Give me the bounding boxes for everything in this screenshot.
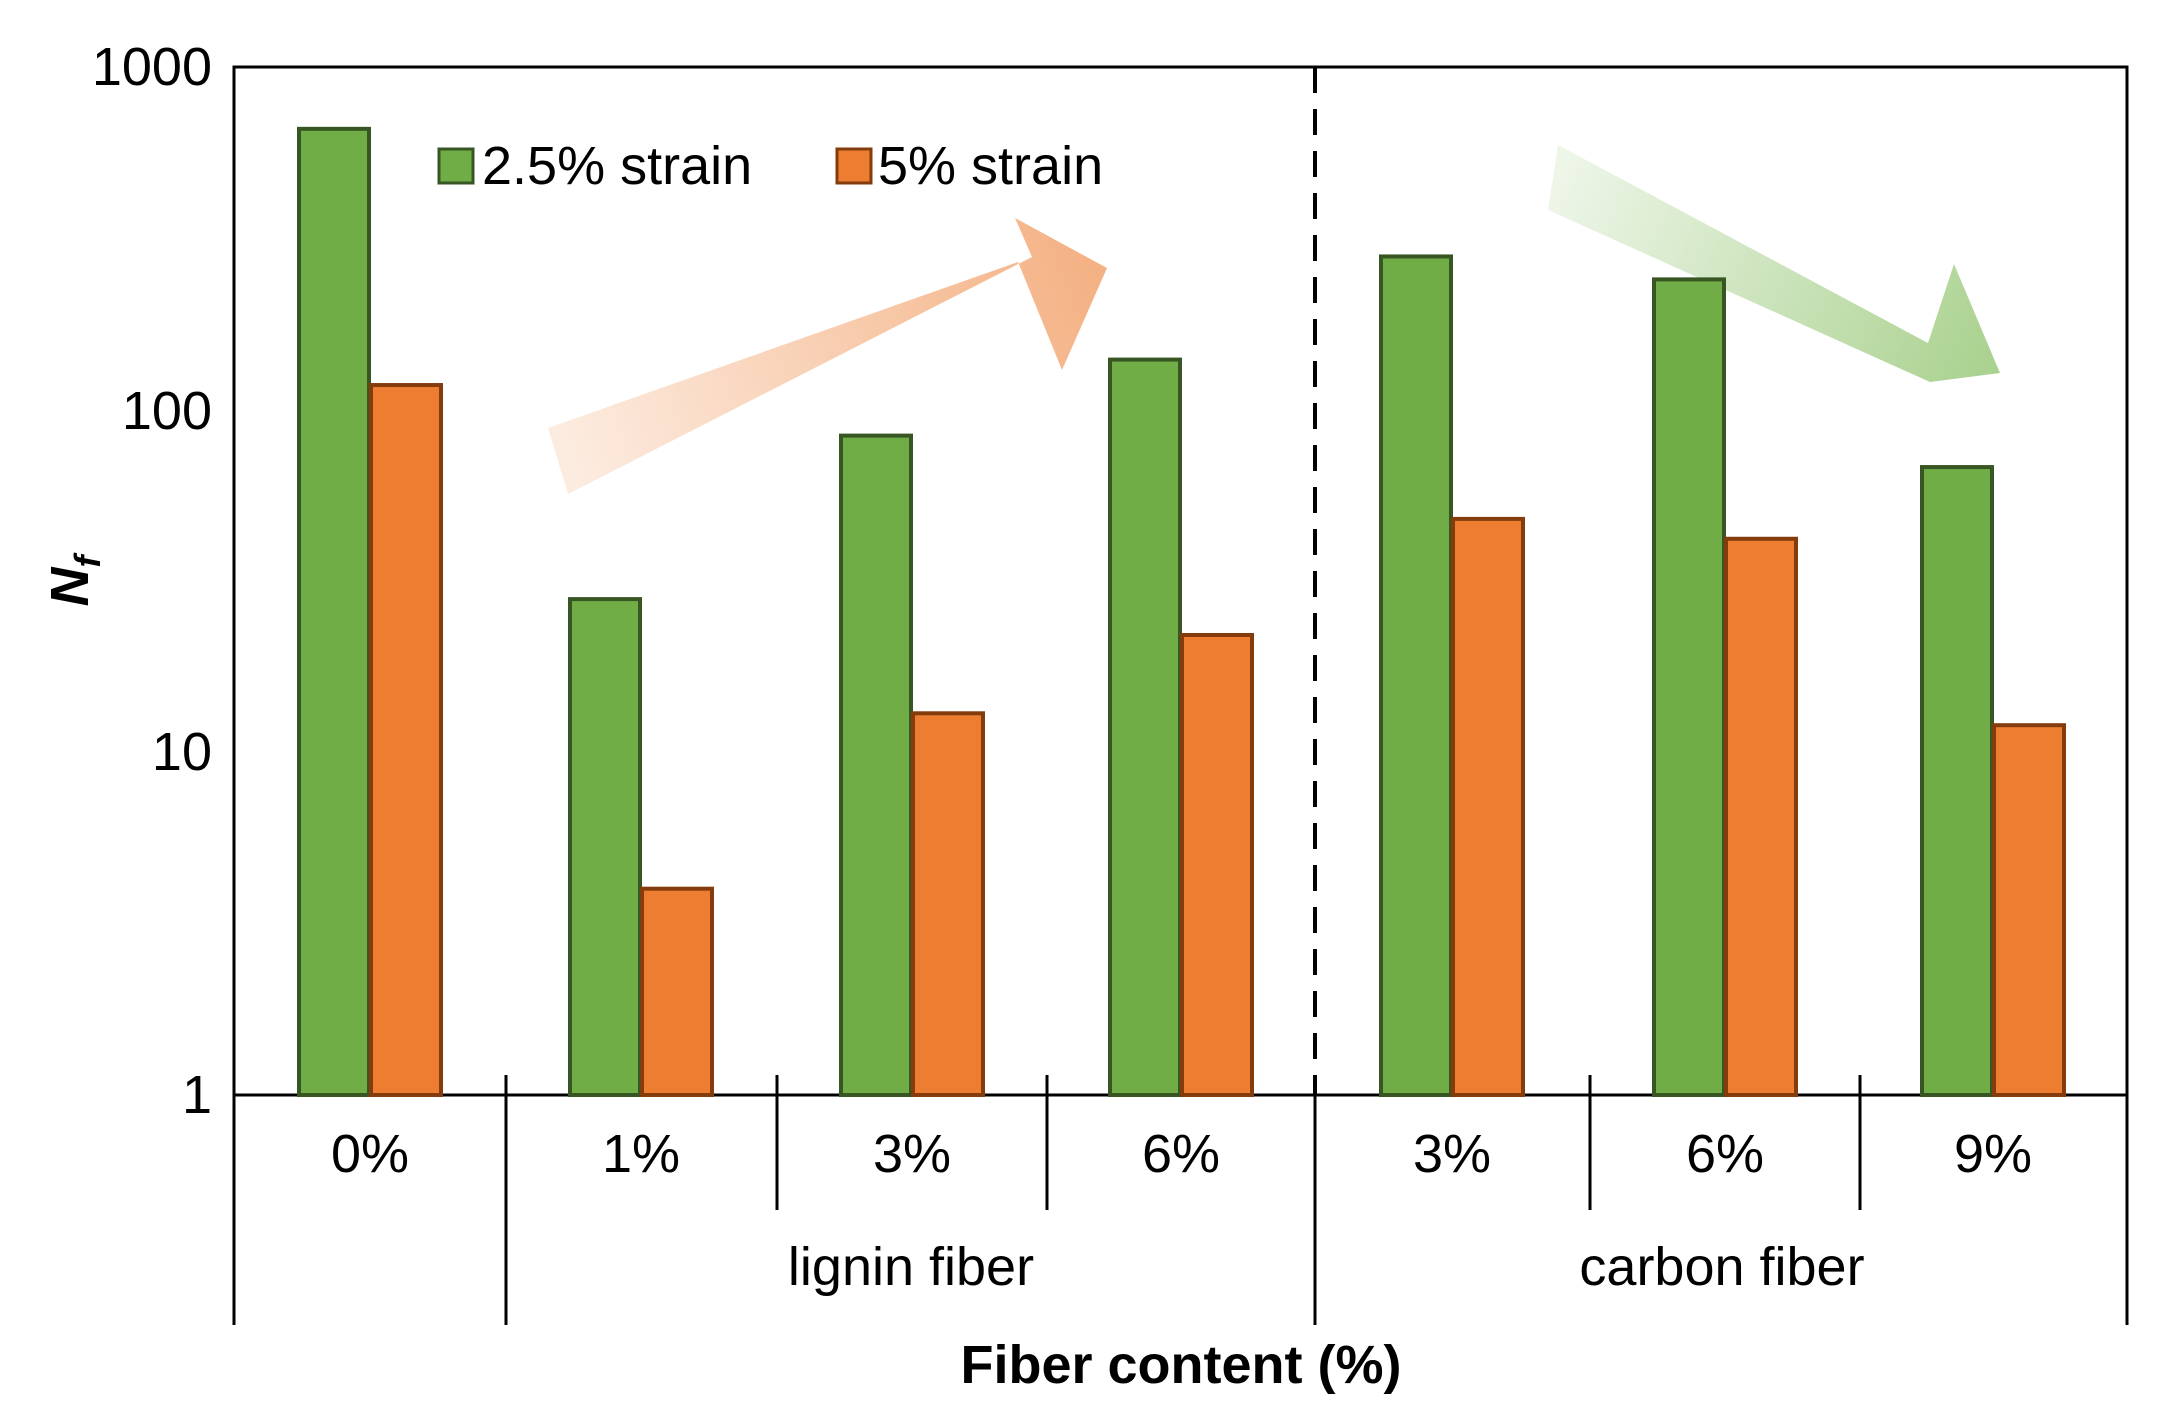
y-tick-10: 10	[152, 722, 212, 782]
bar-5-strain-3	[1180, 632, 1254, 1098]
y-axis-title: Nf	[40, 553, 108, 607]
x-category-label-2: 3%	[873, 1124, 951, 1184]
legend-label-5-strain: 5% strain	[878, 136, 1103, 196]
y-tick-1000: 1000	[92, 37, 212, 97]
y-tick-1: 1	[182, 1065, 212, 1125]
bar-2-5-strain-0	[297, 126, 371, 1097]
legend-swatch-2-5-strain	[437, 147, 475, 185]
bar-5-strain-2	[911, 711, 985, 1097]
bars-group	[297, 126, 2066, 1098]
bar-2-5-strain-2	[839, 433, 913, 1097]
group-label-lignin-fiber: lignin fiber	[788, 1237, 1034, 1297]
y-tick-100: 100	[122, 381, 212, 441]
bar-5-strain-0	[369, 383, 443, 1097]
x-category-label-4: 3%	[1413, 1124, 1491, 1184]
legend-label-2-5-strain: 2.5% strain	[482, 136, 752, 196]
x-category-label-1: 1%	[602, 1124, 680, 1184]
bar-5-strain-6	[1992, 723, 2066, 1097]
x-category-label-3: 6%	[1142, 1124, 1220, 1184]
x-category-label-0: 0%	[331, 1124, 409, 1184]
increasing-trend-arrow	[548, 218, 1107, 494]
x-category-label-6: 9%	[1954, 1124, 2032, 1184]
x-category-label-5: 6%	[1686, 1124, 1764, 1184]
bar-5-strain-5	[1724, 536, 1798, 1097]
x-axis-title: Fiber content (%)	[961, 1335, 1402, 1395]
bar-2-5-strain-6	[1920, 465, 1994, 1097]
bar-2-5-strain-3	[1108, 357, 1182, 1097]
bar-2-5-strain-1	[568, 597, 642, 1097]
legend-swatch-5-strain	[835, 147, 873, 185]
group-label-carbon-fiber: carbon fiber	[1579, 1237, 1864, 1297]
bar-2-5-strain-4	[1379, 254, 1453, 1098]
bar-5-strain-4	[1451, 516, 1525, 1097]
bar-5-strain-1	[640, 886, 714, 1097]
decreasing-trend-arrow	[1548, 145, 2000, 382]
bar-2-5-strain-5	[1652, 277, 1726, 1098]
